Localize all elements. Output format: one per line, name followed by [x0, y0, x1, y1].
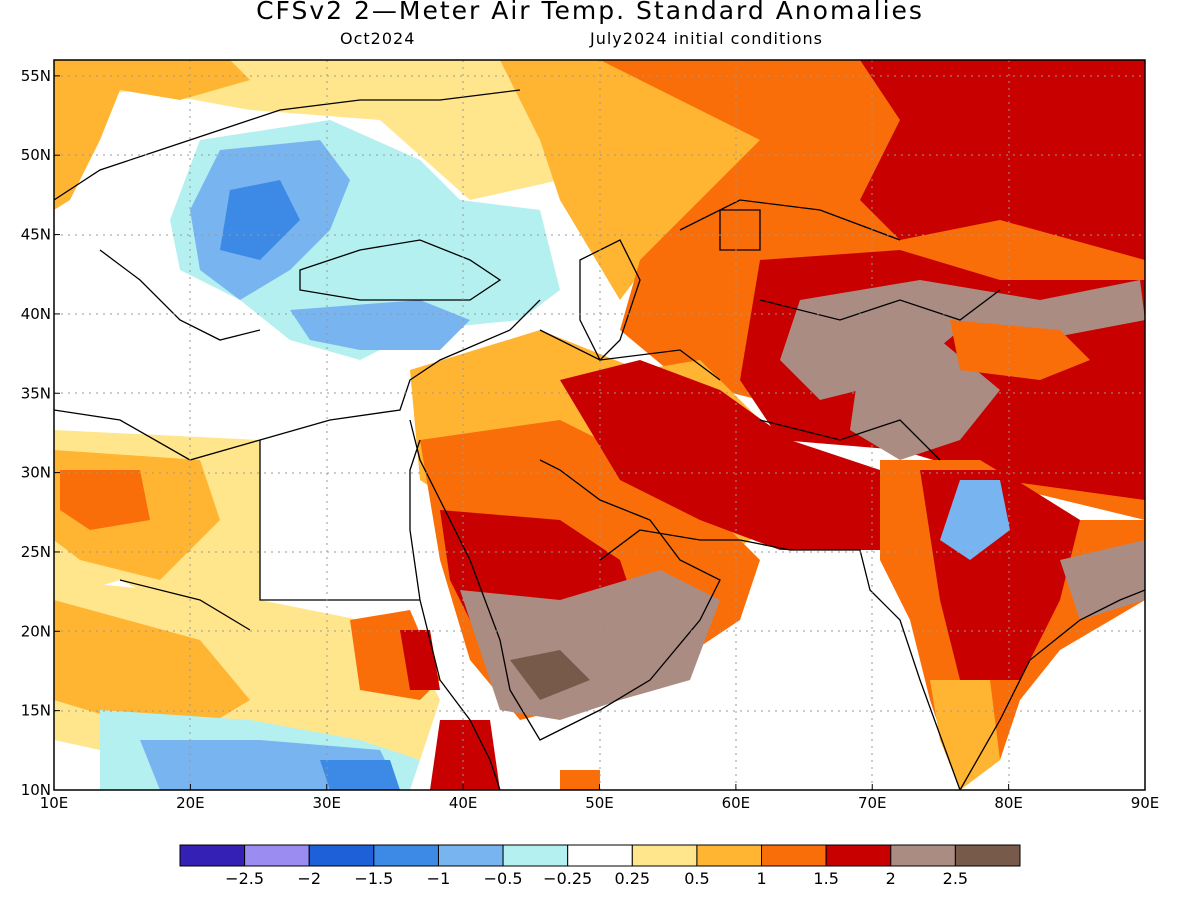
legend-swatch: [631, 844, 698, 867]
legend-label: 0.5: [684, 869, 709, 888]
lon-label: 60E: [722, 794, 751, 812]
libya-hot-core: [60, 470, 150, 530]
lat-label: 45N: [21, 226, 51, 244]
legend-swatch: [825, 844, 892, 867]
tibet-orange-band: [950, 320, 1090, 380]
legend-label: 2: [886, 869, 896, 888]
legend-swatch: [179, 844, 246, 867]
legend-labels: −2.5 −2 −1.5 −1 −0.5 −0.25 0.25 0.5 1 1.5 2 2.5: [225, 869, 968, 888]
legend-swatch: [696, 844, 763, 867]
lat-label: 20N: [21, 622, 51, 640]
lon-label: 40E: [449, 794, 478, 812]
legend-label: 1: [756, 869, 766, 888]
lat-label: 35N: [21, 384, 51, 402]
longitude-axis: 10E 20E 30E 40E 50E 60E 70E 80E 90E: [40, 784, 1160, 812]
legend-swatch: [502, 844, 569, 867]
lat-label: 55N: [21, 67, 51, 85]
map-title: CFSv2 2—Meter Air Temp. Standard Anomali…: [256, 0, 924, 25]
legend-swatch: [373, 844, 439, 867]
lon-label: 10E: [40, 794, 69, 812]
legend-label: 0.25: [614, 869, 650, 888]
bangladesh-extreme: [1060, 540, 1145, 620]
iran-very-hot: [560, 360, 880, 550]
lon-label: 80E: [994, 794, 1023, 812]
legend-swatch: [761, 844, 827, 867]
legend-swatch: [890, 844, 956, 867]
legend-label: 2.5: [943, 869, 968, 888]
lon-label: 90E: [1131, 794, 1160, 812]
north-europe-orange-region: [54, 60, 250, 210]
lat-label: 30N: [21, 464, 51, 482]
coastlines: [54, 89, 1145, 790]
legend-label: −1: [427, 869, 451, 888]
sudan-very-hot: [400, 630, 440, 690]
latitude-axis: 10N 15N 20N 25N 30N 35N 40N 45N 50N 55N: [21, 67, 60, 799]
legend-swatch: [954, 844, 1021, 867]
lat-label: 50N: [21, 146, 51, 164]
valid-month: Oct2024: [340, 29, 416, 48]
lon-label: 50E: [585, 794, 614, 812]
legend-label: −2: [297, 869, 321, 888]
ethiopia-hot: [430, 720, 500, 790]
balkan-cold-strong: [220, 180, 300, 260]
legend-swatch: [567, 844, 633, 867]
lat-label: 10N: [21, 781, 51, 799]
lon-label: 70E: [858, 794, 887, 812]
arabia-extreme: [460, 570, 720, 720]
africa-cold-strong: [320, 760, 400, 790]
anatolia-cold-region: [290, 300, 470, 350]
initial-conditions: July2024 initial conditions: [590, 29, 823, 48]
legend-label: −0.25: [543, 869, 592, 888]
lat-label: 15N: [21, 702, 51, 720]
legend-label: −2.5: [225, 869, 264, 888]
lat-label: 40N: [21, 305, 51, 323]
legend-swatch: [308, 844, 375, 867]
legend-label: −1.5: [354, 869, 393, 888]
lat-label: 25N: [21, 543, 51, 561]
sahel-orange-region: [54, 600, 250, 730]
legend-swatch: [244, 844, 310, 867]
somalia-hot: [560, 770, 600, 790]
legend-boxes: [179, 844, 1021, 867]
india-southern-warm: [930, 680, 1000, 790]
india-cold-pocket: [940, 480, 1010, 560]
legend-swatch: [437, 844, 504, 867]
lon-label: 20E: [176, 794, 205, 812]
lon-label: 30E: [312, 794, 341, 812]
graticule: [54, 60, 1145, 790]
legend-label: −0.5: [484, 869, 523, 888]
legend-label: 1.5: [813, 869, 838, 888]
mongolia-very-hot: [860, 60, 1145, 260]
arabia-extreme-core: [510, 650, 590, 700]
